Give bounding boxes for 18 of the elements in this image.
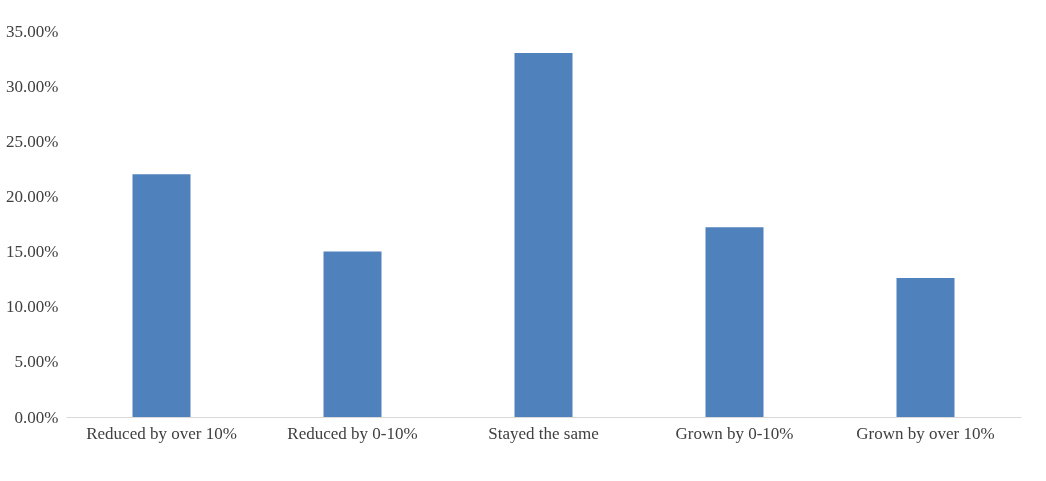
y-tick-label: 15.00% (6, 242, 59, 262)
bar (132, 174, 191, 417)
y-tick-label: 0.00% (14, 407, 59, 427)
x-tick-label: Grown by over 10% (856, 423, 995, 443)
y-tick-label: 35.00% (6, 21, 59, 41)
y-tick-label: 20.00% (6, 186, 59, 206)
bar (705, 227, 764, 417)
y-tick-label: 30.00% (6, 76, 59, 96)
y-tick-label: 10.00% (6, 297, 59, 317)
x-tick-label: Stayed the same (488, 423, 599, 443)
x-tick-label: Grown by 0-10% (675, 423, 794, 443)
x-tick-label: Reduced by over 10% (86, 423, 237, 443)
x-tick-label: Reduced by 0-10% (287, 423, 418, 443)
bar (514, 53, 573, 417)
y-tick-label: 5.00% (14, 352, 59, 372)
bar (896, 278, 955, 417)
bar (323, 251, 382, 417)
y-tick-label: 25.00% (6, 131, 59, 151)
